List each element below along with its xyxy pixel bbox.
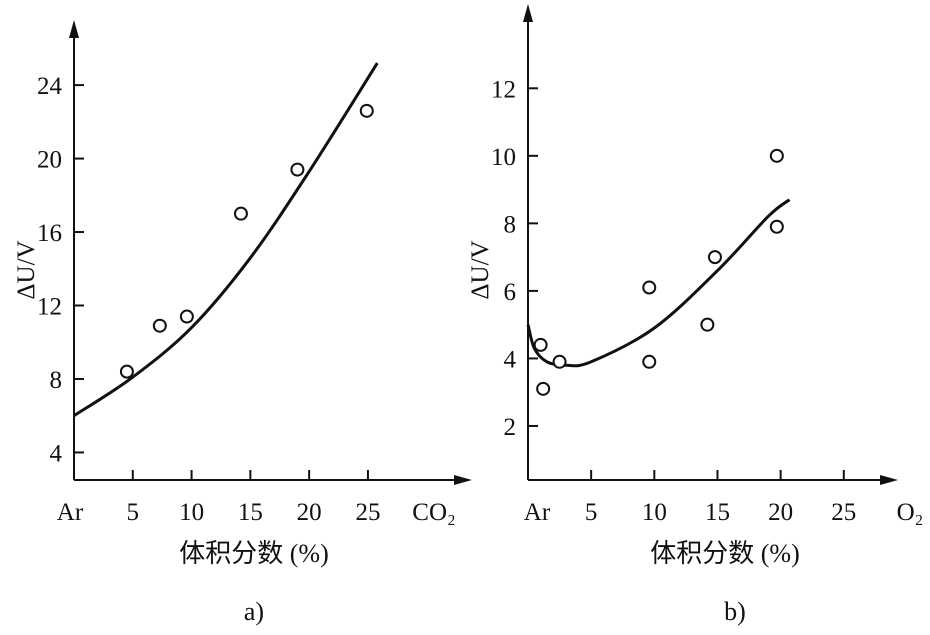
panel-a-point-1 xyxy=(152,318,167,333)
panel-b-x-tick-label-1: 10 xyxy=(642,499,667,526)
panel-a-y-label: ΔU/V xyxy=(13,240,40,299)
panel-a-point-3 xyxy=(233,206,248,221)
panel-a-y-tick-label-0: 4 xyxy=(50,440,63,467)
panel-b-x-label: 体积分数 (%) xyxy=(650,539,799,568)
panel-a-x-end-label: CO₂ xyxy=(412,499,455,526)
panel-a-y-tick-label-3: 16 xyxy=(37,220,62,247)
panel-a-x-tick-label-4: 25 xyxy=(355,499,380,526)
panel-b-y-tick-label-0: 2 xyxy=(504,414,517,441)
panel-b-x-tick-label-2: 15 xyxy=(705,499,730,526)
panel-a-x-arrow xyxy=(454,475,472,485)
panel-b-x-tick-label-0: 5 xyxy=(585,499,598,526)
panel-b-point-2 xyxy=(552,354,567,369)
panel-b-y-label: ΔU/V xyxy=(467,240,494,299)
panel-b-fit-curve-group xyxy=(526,198,791,368)
panel-a: 5 10 15 20 25 4 8 12 16 20 24 Ar CO₂ ΔU/V 体积分数 (%… xyxy=(13,20,472,626)
panel-b: 5 10 15 20 25 2 4 6 8 10 12 Ar O₂ ΔU/V 体积分数 (%) b… xyxy=(467,4,923,626)
panel-b-point-5 xyxy=(700,317,715,332)
panel-a-x-tick-label-1: 10 xyxy=(179,499,204,526)
panel-b-point-1 xyxy=(536,381,551,396)
panel-a-y-arrow xyxy=(69,20,79,38)
panel-b-point-4 xyxy=(642,354,657,369)
panel-b-x-arrow xyxy=(880,475,898,485)
panel-a-x-tick-label-0: 5 xyxy=(127,499,140,526)
panel-b-y-arrow xyxy=(523,4,533,22)
panel-b-point-0 xyxy=(533,337,548,352)
panel-b-x-ticks: 5 10 15 20 25 xyxy=(585,470,856,526)
panel-a-x-ticks: 5 10 15 20 25 xyxy=(127,470,380,526)
panel-a-x-start-label: Ar xyxy=(57,499,84,526)
panel-b-points xyxy=(533,148,784,396)
panel-b-y-tick-label-4: 10 xyxy=(491,144,516,171)
panel-a-y-tick-label-2: 12 xyxy=(37,294,62,321)
panel-a-label: a) xyxy=(244,597,264,626)
panel-b-y-tick-label-5: 12 xyxy=(491,76,516,103)
panel-b-y-tick-label-2: 6 xyxy=(504,279,517,306)
panel-b-axes xyxy=(523,4,898,485)
panel-a-y-ticks: 4 8 12 16 20 24 xyxy=(37,73,84,467)
panel-b-y-tick-label-1: 4 xyxy=(504,346,517,373)
panel-a-point-5 xyxy=(359,103,374,118)
panel-b-y-ticks: 2 4 6 8 10 12 xyxy=(491,76,538,441)
panel-b-x-tick-label-4: 25 xyxy=(831,499,856,526)
panel-a-point-4 xyxy=(290,162,305,177)
panel-b-point-3 xyxy=(642,280,657,295)
panel-a-x-tick-label-2: 15 xyxy=(238,499,263,526)
panel-b-fit-curve xyxy=(526,198,791,368)
panel-a-y-tick-label-5: 24 xyxy=(37,73,63,100)
panel-a-y-tick-label-4: 20 xyxy=(37,147,62,174)
panel-b-point-7 xyxy=(769,148,784,163)
panel-a-x-tick-label-3: 20 xyxy=(297,499,322,526)
panel-a-points xyxy=(119,103,374,379)
panel-a-fit-curve-group xyxy=(73,62,379,417)
panel-a-axes xyxy=(69,20,472,485)
panel-b-label: b) xyxy=(724,597,746,626)
panel-b-point-6 xyxy=(707,250,722,265)
panel-a-point-0 xyxy=(119,364,134,379)
panel-a-point-2 xyxy=(179,309,194,324)
panel-b-x-tick-label-3: 20 xyxy=(768,499,793,526)
panel-b-point-8 xyxy=(769,219,784,234)
panel-b-y-tick-label-3: 8 xyxy=(504,211,517,238)
panel-b-x-start-label: Ar xyxy=(524,499,551,526)
panel-a-x-label: 体积分数 (%) xyxy=(179,539,328,568)
panel-a-y-tick-label-1: 8 xyxy=(50,367,63,394)
panel-b-x-end-label: O₂ xyxy=(897,499,924,526)
panel-a-fit-curve xyxy=(73,62,379,417)
